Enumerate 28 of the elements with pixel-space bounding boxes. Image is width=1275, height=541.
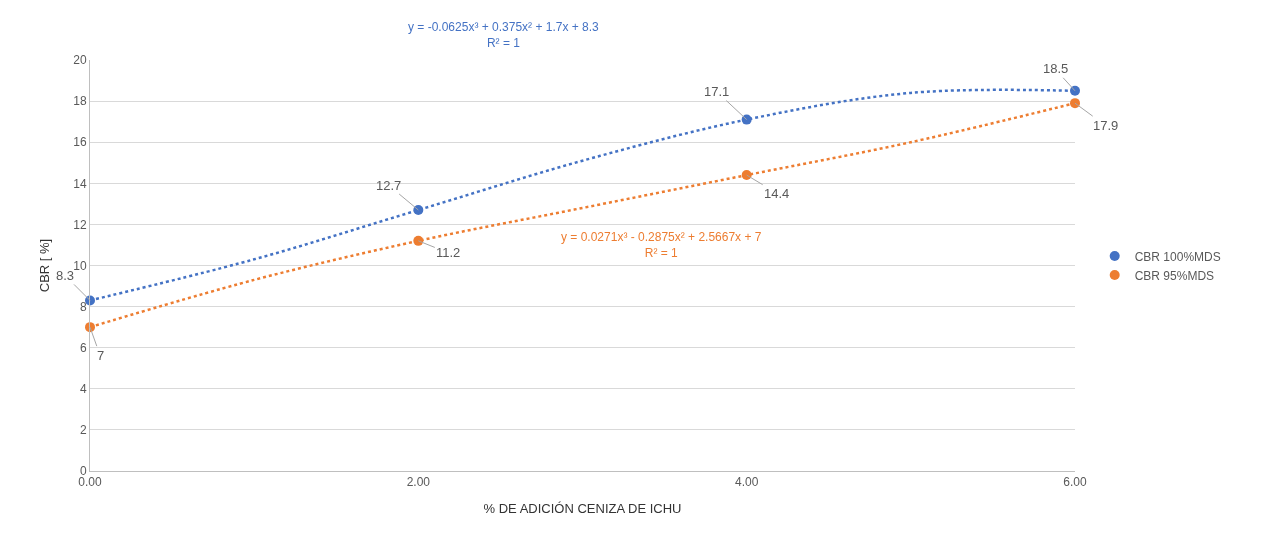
data-label: 14.4 (764, 186, 790, 201)
y-tick-label: 18 (73, 94, 87, 109)
data-label: 17.1 (704, 84, 730, 99)
y-tick-label: 14 (73, 176, 87, 191)
y-tick-label: 16 (73, 135, 87, 150)
data-label: 7 (97, 348, 105, 363)
text: y = -0.0625x³ + 0.375x² + 1.7x + 8.3 R² = 1 (408, 20, 600, 50)
y-tick-label: 6 (79, 340, 87, 355)
annotation: y = 0.0271x³ - 0.2875x² + 2.5667x + 7 R² = 1 (561, 230, 762, 260)
legend-label: CBR 95%MDS (1134, 268, 1215, 283)
y-tick-label: 4 (79, 382, 87, 396)
data-label: 18.5 (1043, 61, 1069, 76)
y-tick-label: 8 (79, 299, 87, 314)
y-tick-label: 2 (79, 423, 87, 438)
data-label: 8.3 (56, 268, 75, 283)
y-tick-label: 20 (73, 53, 87, 68)
legend-label: CBR 100%MDS (1134, 249, 1221, 264)
data-label: 11.2 (436, 245, 461, 260)
x-tick-label: 4.00 (734, 475, 759, 490)
y-tick-label: 12 (73, 217, 87, 232)
x-tick-label: 6.00 (1063, 475, 1087, 490)
x-tick-label: 2.00 (406, 475, 431, 490)
y-tick-label: 10 (73, 258, 87, 273)
y-axis-title: CBR [ %] (37, 238, 53, 293)
x-tick-label: 0.00 (78, 475, 102, 490)
data-label: 12.7 (376, 178, 402, 193)
data-label: 17.9 (1093, 118, 1119, 133)
x-axis-title: % DE ADICIÓN CENIZA DE ICHU (483, 501, 682, 516)
